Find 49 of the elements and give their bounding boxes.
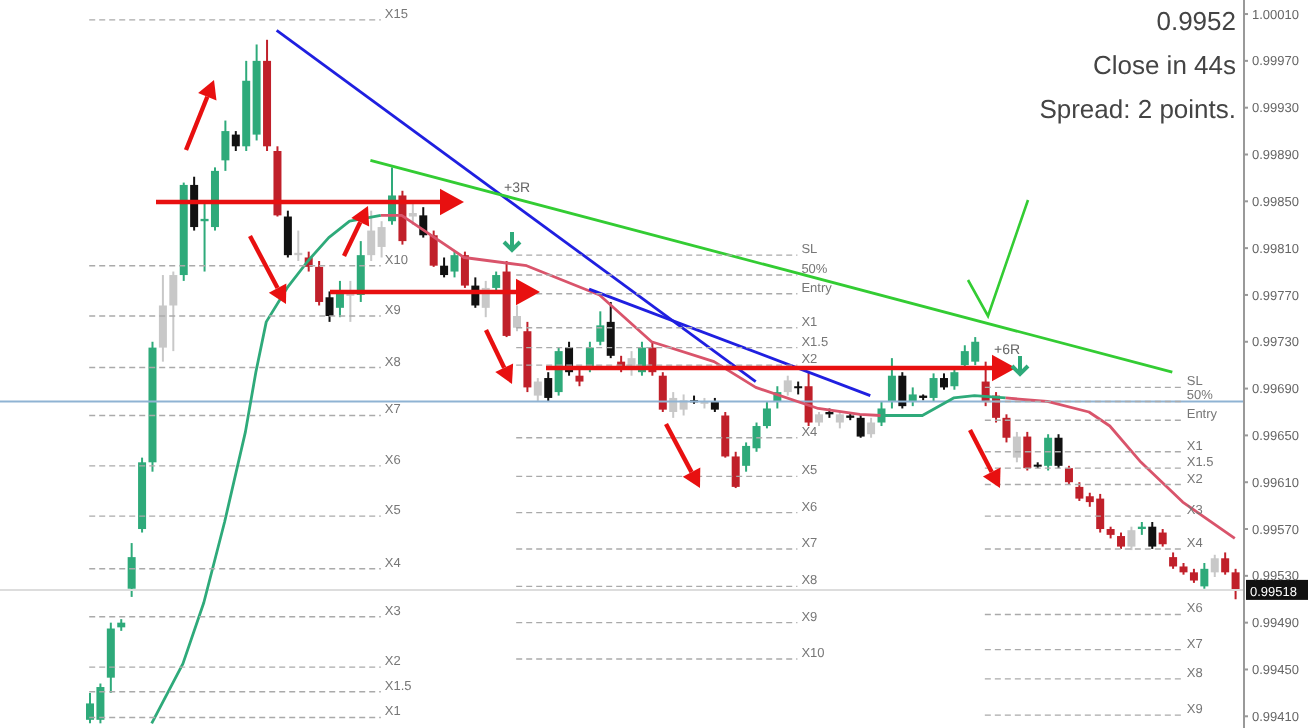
candlestick: [283, 209, 292, 259]
candlestick: [440, 256, 449, 279]
candlestick: [1127, 525, 1136, 552]
candlestick: [856, 413, 865, 439]
candlestick: [408, 200, 417, 226]
candlestick: [544, 371, 553, 403]
candlestick: [929, 372, 938, 403]
candlestick: [731, 450, 740, 490]
candlestick: [231, 130, 240, 152]
candlestick: [221, 119, 230, 172]
candlestick: [325, 290, 334, 323]
candlestick: [596, 310, 605, 347]
candlestick: [606, 300, 615, 360]
candlestick: [127, 542, 136, 598]
candlestick: [315, 260, 324, 307]
annotation: Close in 44s: [1090, 48, 1236, 84]
candlestick: [1231, 567, 1240, 601]
annotation: 0.9952: [1154, 4, 1236, 40]
candlestick: [492, 270, 501, 293]
candlestick: [1002, 413, 1011, 444]
candlestick: [950, 366, 959, 391]
candlestick: [1054, 433, 1063, 470]
candlestick: [1148, 521, 1157, 550]
annotation: Spread: 2 points.: [1039, 92, 1236, 128]
candlestick: [1221, 551, 1230, 576]
candlestick: [783, 374, 792, 397]
candlestick: [1064, 464, 1073, 486]
candlestick: [867, 416, 876, 439]
candlestick: [460, 250, 469, 289]
candlestick: [658, 371, 667, 413]
candlestick: [512, 304, 521, 333]
candlestick: [887, 357, 896, 410]
candlestick: [1200, 561, 1209, 590]
candlestick: [1023, 430, 1032, 472]
candlestick: [335, 279, 344, 319]
candlestick: [1210, 553, 1219, 579]
candlestick: [1044, 433, 1053, 472]
candlestick: [346, 279, 355, 323]
candlestick: [575, 366, 584, 388]
candlestick: [1012, 430, 1021, 464]
candlestick: [158, 274, 167, 363]
candlestick: [898, 371, 907, 410]
candlestick: [169, 270, 178, 353]
candlestick: [450, 250, 459, 279]
candlestick: [762, 400, 771, 430]
candlestick: [429, 229, 438, 268]
line-series: [1004, 396, 1237, 540]
candlestick: [721, 410, 730, 459]
candlestick: [533, 377, 542, 403]
